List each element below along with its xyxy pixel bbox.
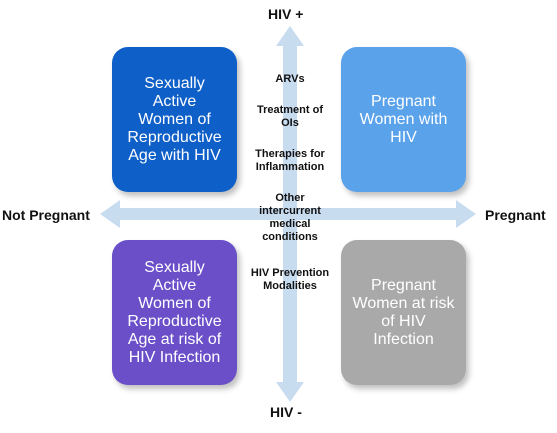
- quadrant-women-at-risk: Sexually Active Women of Reproductive Ag…: [112, 240, 237, 385]
- axis-label-pregnant: Pregnant: [485, 207, 546, 223]
- note-treatment-ois: Treatment of OIs: [256, 104, 323, 129]
- horizontal-axis-arrow: [100, 200, 476, 228]
- quadrant-pregnant-women-at-risk: Pregnant Women at risk of HIV Infection: [341, 240, 466, 385]
- note-therapies-inflammation: Therapies for Inflammation: [255, 148, 325, 173]
- note-arvs: ARVs: [275, 73, 305, 85]
- axis-label-hiv-positive: HIV +: [268, 6, 304, 22]
- interventions-hiv-negative: HIV Prevention Modalities: [243, 254, 337, 311]
- note-intercurrent-conditions: Other intercurrent medical conditions: [259, 192, 321, 243]
- quadrant-women-with-hiv: Sexually Active Women of Reproductive Ag…: [112, 47, 237, 192]
- axis-label-not-pregnant: Not Pregnant: [2, 207, 90, 223]
- note-prevention-modalities: HIV Prevention Modalities: [250, 267, 330, 292]
- quadrant-pregnant-women-with-hiv: Pregnant Women with HIV: [341, 47, 466, 192]
- axis-label-hiv-negative: HIV -: [270, 404, 302, 420]
- interventions-hiv-positive: ARVs Treatment of OIs Therapies for Infl…: [243, 60, 337, 262]
